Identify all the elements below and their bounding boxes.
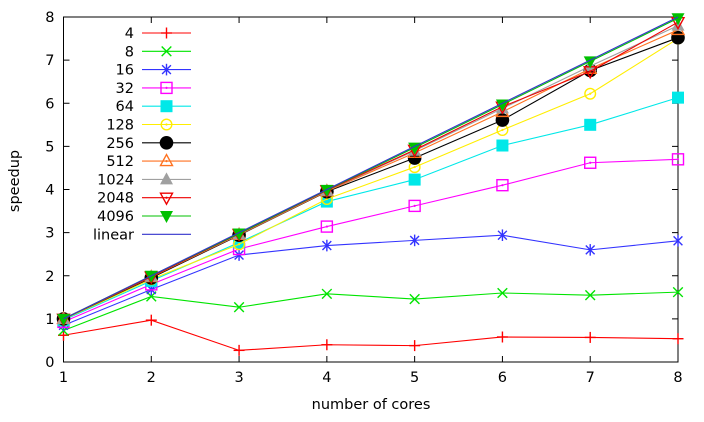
legend-item-512: 512 (106, 153, 191, 170)
axis-ticks (63, 16, 679, 363)
series-linear (63, 16, 679, 320)
legend-item-256: 256 (106, 136, 191, 152)
x-tick-label: 6 (498, 370, 507, 386)
series-markers-8 (58, 286, 684, 336)
series-line-128 (63, 38, 679, 320)
legend-label: 32 (116, 81, 134, 97)
legend-label: 1024 (97, 172, 134, 188)
y-tick-label: 5 (45, 139, 54, 155)
legend-label: 8 (125, 44, 134, 60)
legend-item-8: 8 (125, 44, 191, 60)
legend-label: 4 (125, 26, 134, 42)
y-tick-label: 3 (45, 226, 54, 242)
legend-label: 4096 (97, 209, 134, 225)
series-line-32 (63, 158, 679, 323)
legend-label: 512 (106, 154, 134, 170)
y-tick-label: 7 (45, 53, 54, 69)
series-line-64 (63, 97, 679, 321)
legend-item-4: 4 (125, 26, 191, 42)
legend-item-128: 128 (106, 118, 191, 134)
x-tick-label: 4 (322, 370, 331, 386)
series-4 (58, 314, 684, 356)
x-tick-label: 7 (586, 370, 595, 386)
y-tick-label: 2 (45, 269, 54, 285)
series-line-256 (63, 37, 679, 320)
legend: 4 8 16 32 64 128 256 512 1024 2048 4096 linear (93, 26, 191, 243)
x-tick-label: 3 (234, 370, 243, 386)
legend-label: 64 (116, 99, 134, 115)
legend-item-32: 32 (116, 81, 191, 97)
legend-item-4096: 4096 (97, 209, 191, 225)
legend-label: linear (93, 227, 134, 243)
legend-label: 256 (106, 136, 134, 152)
series-8 (58, 286, 684, 336)
legend-label: 2048 (97, 191, 134, 207)
series-line-16 (63, 234, 679, 326)
y-tick-label: 8 (45, 10, 54, 26)
y-tick-label: 0 (45, 355, 54, 371)
x-tick-label: 1 (59, 370, 68, 386)
series-line-8 (63, 291, 679, 332)
series-line-4 (63, 319, 679, 351)
legend-item-linear: linear (93, 227, 191, 243)
legend-item-2048: 2048 (97, 191, 191, 207)
series-line-linear (63, 16, 679, 320)
y-tick-label: 4 (45, 183, 54, 199)
y-tick-label: 1 (45, 312, 54, 328)
x-tick-label: 8 (673, 370, 682, 386)
x-tick-label: 2 (147, 370, 156, 386)
legend-item-64: 64 (116, 99, 191, 115)
y-axis-title: speedup (7, 149, 23, 213)
legend-label: 16 (116, 63, 134, 79)
legend-item-1024: 1024 (97, 172, 191, 188)
series-line-2048 (63, 21, 679, 320)
y-tick-label: 6 (45, 96, 54, 112)
series-markers-4 (58, 314, 684, 356)
legend-label: 128 (106, 118, 134, 134)
x-axis-title: number of cores (311, 397, 431, 413)
x-tick-label: 5 (410, 370, 419, 386)
legend-item-16: 16 (116, 63, 191, 79)
